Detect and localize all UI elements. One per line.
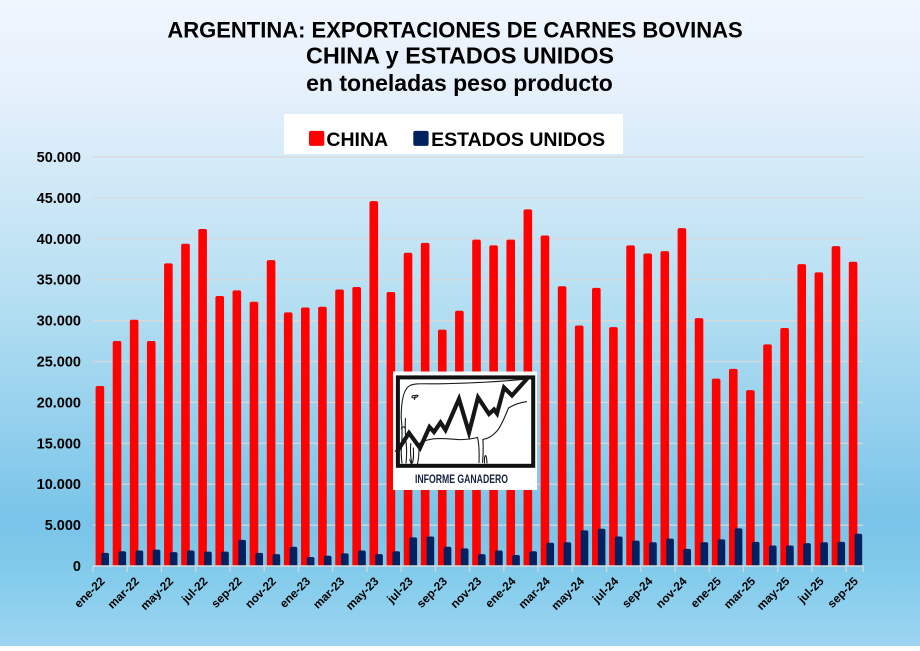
svg-text:en toneladas peso producto: en toneladas peso producto [306,70,613,96]
svg-text:CHINA: CHINA [326,129,388,151]
svg-text:40.000: 40.000 [37,232,81,248]
svg-text:15.000: 15.000 [37,436,81,452]
svg-text:50.000: 50.000 [37,150,81,166]
svg-text:0: 0 [73,559,81,575]
svg-text:CHINA y ESTADOS UNIDOS: CHINA y ESTADOS UNIDOS [306,43,614,69]
svg-text:25.000: 25.000 [37,355,81,371]
svg-text:20.000: 20.000 [37,395,81,411]
svg-text:INFORME GANADERO: INFORME GANADERO [415,472,508,486]
svg-text:ARGENTINA: EXPORTACIONES DE CA: ARGENTINA: EXPORTACIONES DE CARNES BOVIN… [167,17,742,42]
svg-text:30.000: 30.000 [37,314,81,330]
svg-text:ESTADOS UNIDOS: ESTADOS UNIDOS [431,129,605,151]
svg-text:45.000: 45.000 [37,191,81,207]
svg-text:35.000: 35.000 [37,273,81,289]
svg-text:10.000: 10.000 [37,477,81,493]
svg-text:5.000: 5.000 [45,518,81,534]
